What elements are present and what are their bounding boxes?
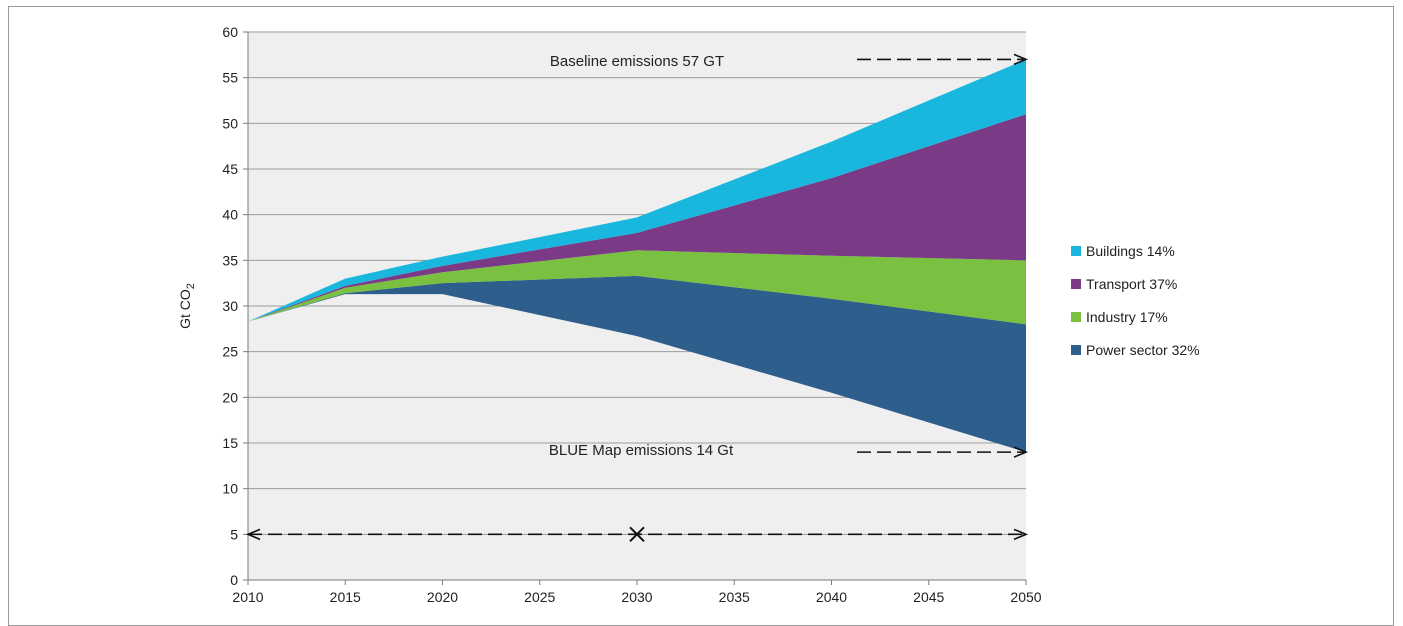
y-tick-label: 20 xyxy=(222,389,238,405)
y-tick-label: 45 xyxy=(222,161,238,177)
timeline-arrow-left-head xyxy=(245,528,261,541)
y-tick-label: 0 xyxy=(230,572,238,588)
blue-map-arrow-head xyxy=(1013,446,1029,458)
x-tick-label: 2015 xyxy=(330,589,361,605)
y-tick-label: 60 xyxy=(222,24,238,40)
stacked-areas xyxy=(248,59,1026,453)
legend-label-buildings: Buildings 14% xyxy=(1086,243,1175,259)
x-tick-label: 2030 xyxy=(621,589,652,605)
x-tick-label: 2050 xyxy=(1010,589,1041,605)
y-tick-label: 5 xyxy=(230,526,238,542)
y-tick-labels: 0 5 10 15 20 25 30 35 40 45 50 55 60 xyxy=(222,24,238,588)
legend: Buildings 14% Transport 37% Industry 17% Po… xyxy=(1071,243,1200,358)
x-tick-label: 2040 xyxy=(816,589,847,605)
y-tick-label: 55 xyxy=(222,70,238,86)
y-tick-label: 10 xyxy=(222,481,238,497)
area-industry xyxy=(248,250,1026,325)
x-tick-label: 2010 xyxy=(232,589,263,605)
annotations: Baseline emissions 57 GT BLUE Map emissi… xyxy=(549,53,734,459)
baseline-arrow-head xyxy=(1013,53,1029,66)
y-tick-label: 50 xyxy=(222,115,238,131)
area-power xyxy=(248,275,1026,453)
baseline-annotation: Baseline emissions 57 GT xyxy=(550,53,724,70)
blue-map-annotation: BLUE Map emissions 14 Gt xyxy=(549,442,734,459)
y-tick-label: 35 xyxy=(222,252,238,268)
x-tick-label: 2020 xyxy=(427,589,458,605)
x-tick-label: 2045 xyxy=(913,589,944,605)
x-tick-label: 2025 xyxy=(524,589,555,605)
legend-label-transport: Transport 37% xyxy=(1086,276,1177,292)
legend-label-power: Power sector 32% xyxy=(1086,342,1200,358)
y-tick-label: 30 xyxy=(222,298,238,314)
x-tick-label: 2035 xyxy=(719,589,750,605)
y-tick-label: 25 xyxy=(222,344,238,360)
dashed-arrows xyxy=(245,53,1029,543)
legend-swatch-buildings xyxy=(1071,246,1081,256)
y-tick-label: 15 xyxy=(222,435,238,451)
area-transport xyxy=(248,114,1026,322)
y-tick-label: 40 xyxy=(222,207,238,223)
timeline-cross-marker xyxy=(629,526,645,543)
x-tick-labels: 2010 2015 2020 2025 2030 2035 2040 2045 2050 xyxy=(232,589,1041,605)
legend-swatch-transport xyxy=(1071,279,1081,289)
axes xyxy=(243,31,1027,585)
legend-label-industry: Industry 17% xyxy=(1086,309,1168,325)
legend-swatch-power xyxy=(1071,345,1081,355)
timeline-arrow-right-head xyxy=(1013,528,1029,541)
legend-swatch-industry xyxy=(1071,312,1081,322)
y-axis-label: Gt CO2 xyxy=(177,283,197,329)
